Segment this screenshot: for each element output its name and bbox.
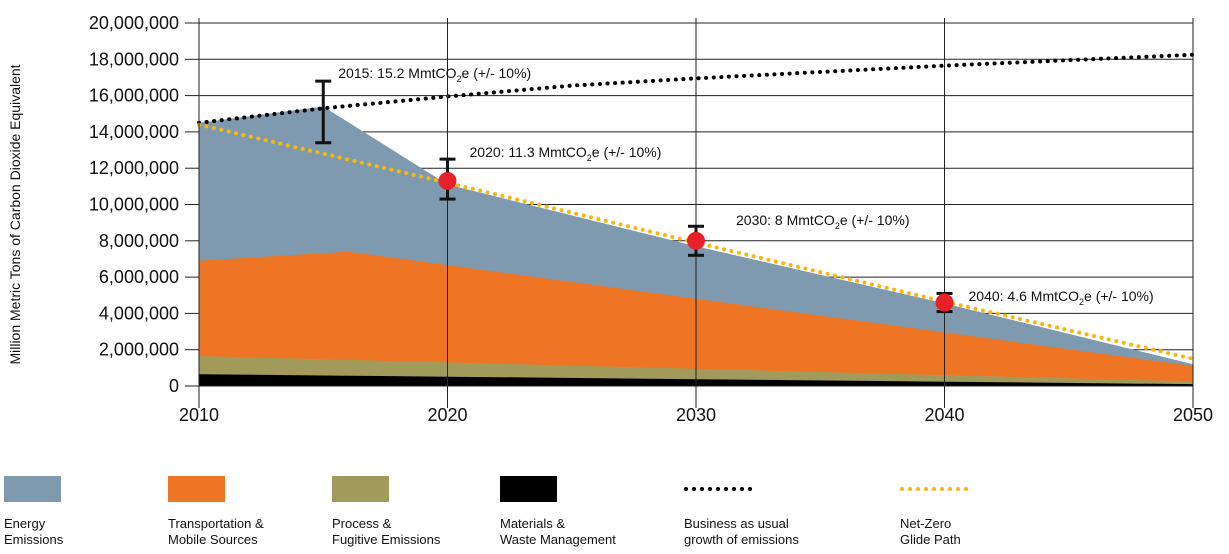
legend-dot xyxy=(964,487,968,491)
target-annotation: 2020: 11.3 MmtCO2e (+/- 10%) xyxy=(470,144,662,163)
legend-swatch-process xyxy=(332,476,389,502)
y-tick-label: 4,000,000 xyxy=(99,303,179,323)
legend-dot xyxy=(684,487,688,491)
target-marker xyxy=(438,171,457,190)
legend-label-line1: Net-Zero xyxy=(900,516,952,531)
legend-dot xyxy=(932,487,936,491)
legend-label-line1: Transportation & xyxy=(168,516,264,531)
legend-label-line2: Waste Management xyxy=(500,532,616,547)
axes: 0 2,000,000 4,000,000 6,000,000 8,000,000 10,… xyxy=(89,13,1213,425)
target-annotation: 2040: 4.6 MmtCO2e (+/- 10%) xyxy=(969,288,1154,307)
y-tick-label: 14,000,000 xyxy=(89,122,179,142)
legend-dot xyxy=(948,487,952,491)
legend-label-line2: Mobile Sources xyxy=(168,532,258,547)
legend-dot xyxy=(732,487,736,491)
legend-dot xyxy=(900,487,904,491)
legend-dots-net-zero xyxy=(900,476,990,502)
x-tick-label: 2030 xyxy=(676,405,716,425)
legend-dot xyxy=(740,487,744,491)
emissions-chart: 0 2,000,000 4,000,000 6,000,000 8,000,000 10,… xyxy=(7,13,1213,425)
y-tick-label: 12,000,000 xyxy=(89,158,179,178)
legend-dots-business-as-usual xyxy=(684,476,774,502)
legend-item-energy: Energy Emissions xyxy=(4,476,174,548)
y-tick-label: 8,000,000 xyxy=(99,231,179,251)
legend-dot xyxy=(940,487,944,491)
legend-label-line1: Process & xyxy=(332,516,392,531)
line-business-as-usual-growth-of-emissions xyxy=(197,52,1195,125)
x-tick-label: 2040 xyxy=(924,405,964,425)
legend-dot xyxy=(956,487,960,491)
legend-item-materials: Materials & Waste Management xyxy=(500,476,670,548)
legend-label-line2: growth of emissions xyxy=(684,532,799,547)
y-tick-label: 0 xyxy=(169,376,179,396)
legend-dot xyxy=(924,487,928,491)
legend-dot xyxy=(692,487,696,491)
legend-label-line2: Fugitive Emissions xyxy=(332,532,441,547)
target-annotation: 2030: 8 MmtCO2e (+/- 10%) xyxy=(736,212,909,231)
legend-swatch-energy xyxy=(4,476,61,502)
legend-dot xyxy=(908,487,912,491)
legend-dot xyxy=(916,487,920,491)
x-tick-label: 2050 xyxy=(1173,405,1213,425)
target-marker xyxy=(687,231,705,250)
y-tick-label: 6,000,000 xyxy=(99,267,179,287)
legend-label-line1: Energy xyxy=(4,516,46,531)
legend-item-business-as-usual: Business as usual growth of emissions xyxy=(684,476,854,548)
legend-item-transportation: Transportation & Mobile Sources xyxy=(168,476,338,548)
y-tick-label: 18,000,000 xyxy=(89,49,179,69)
x-tick-label: 2010 xyxy=(179,405,219,425)
legend-label-line2: Glide Path xyxy=(900,532,961,547)
legend-dot xyxy=(748,487,752,491)
legend-item-process: Process & Fugitive Emissions xyxy=(332,476,502,548)
legend-label-line1: Business as usual xyxy=(684,516,789,531)
legend-dot xyxy=(716,487,720,491)
y-tick-label: 2,000,000 xyxy=(99,340,179,360)
legend-label-line2: Emissions xyxy=(4,532,64,547)
legend-dot xyxy=(708,487,712,491)
legend: Energy Emissions Transportation & Mobile S… xyxy=(0,476,1229,554)
y-tick-label: 16,000,000 xyxy=(89,86,179,106)
target-annotation: 2015: 15.2 MmtCO2e (+/- 10%) xyxy=(338,65,531,84)
x-tick-label: 2020 xyxy=(427,405,467,425)
legend-label-line1: Materials & xyxy=(500,516,566,531)
legend-dot xyxy=(700,487,704,491)
target-markers: 2015: 15.2 MmtCO2e (+/- 10%) 2020: 11.3 M… xyxy=(315,65,1154,314)
legend-item-net-zero: Net-Zero Glide Path xyxy=(900,476,1070,548)
y-axis-label: Million Metric Tons of Carbon Dioxide Eq… xyxy=(7,64,23,364)
legend-dot xyxy=(724,487,728,491)
target-marker xyxy=(935,293,954,312)
y-tick-label: 20,000,000 xyxy=(89,13,179,33)
legend-swatch-materials xyxy=(500,476,557,502)
legend-swatch-transportation xyxy=(168,476,225,502)
y-tick-label: 10,000,000 xyxy=(89,195,179,215)
